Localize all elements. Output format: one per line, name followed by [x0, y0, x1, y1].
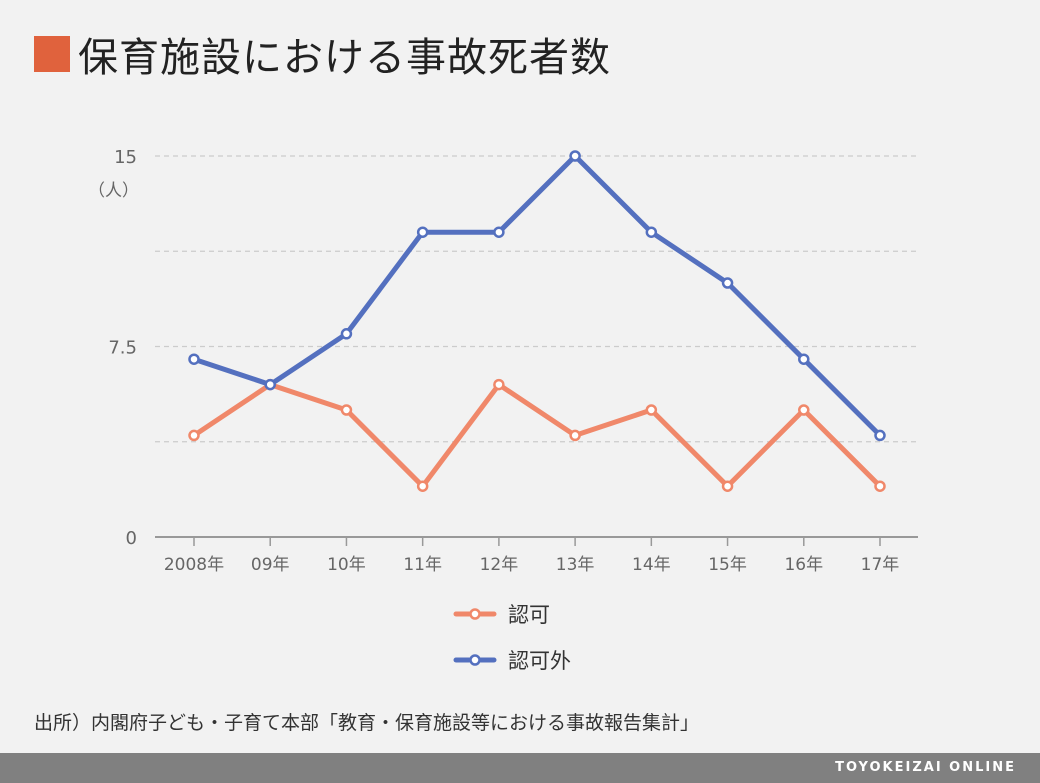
- series-1-point-3: [416, 226, 429, 238]
- y-tick-label-2: 15: [114, 147, 137, 168]
- series-0-point-3: [416, 480, 429, 492]
- title-marker: [34, 36, 70, 72]
- x-tick-label-6: 14年: [632, 555, 671, 575]
- title-text: 保育施設における事故死者数: [78, 35, 611, 81]
- series-0-point-2: [340, 404, 353, 416]
- series-1-point-0: [188, 353, 200, 365]
- brand-label: TOYOKEIZAI ONLINE: [835, 760, 1016, 775]
- y-tick-label-0: 0: [126, 528, 137, 549]
- legend-swatch-point-0: [469, 608, 481, 620]
- series-0-point-0: [188, 429, 200, 442]
- x-tick-label-9: 17年: [861, 555, 900, 575]
- series-0-point-5: [569, 429, 581, 442]
- x-tick-label-1: 09年: [251, 555, 290, 575]
- footer-bar: TOYOKEIZAI ONLINE: [0, 753, 1040, 783]
- legend-swatch-point-1: [469, 654, 481, 666]
- series-0-point-7: [721, 480, 734, 492]
- series-line-1: [191, 153, 883, 438]
- line-chart: 0 7.5 15 （人） 2008年 09年 10年 11年 12年 13年 14年 15年 16年 17…: [88, 147, 918, 673]
- series-1-point-9: [874, 429, 886, 442]
- series-1-point-4: [493, 226, 505, 238]
- series-1-point-8: [798, 353, 810, 365]
- x-tick-label-8: 16年: [784, 555, 823, 575]
- x-tick-label-7: 15年: [708, 555, 747, 575]
- series-0-point-8: [798, 404, 810, 416]
- chart-title: 保育施設における事故死者数: [34, 26, 611, 82]
- x-tick-label-5: 13年: [556, 555, 595, 575]
- series-0-point-4: [493, 378, 505, 391]
- series-1-point-2: [340, 328, 353, 340]
- series-1-point-7: [721, 277, 734, 289]
- x-tick-label-2: 10年: [327, 555, 366, 575]
- series-line-0: [191, 382, 883, 489]
- series-1-point-6: [645, 226, 658, 238]
- series-0-point-9: [874, 480, 886, 492]
- series-1-point-1: [264, 378, 276, 391]
- series-1-point-5: [569, 150, 581, 162]
- legend-label-1: 認可外: [508, 649, 571, 673]
- legend-label-0: 認可: [508, 603, 550, 627]
- x-tick-label-0: 2008年: [164, 555, 224, 575]
- x-tick-label-4: 12年: [480, 555, 519, 575]
- source-note: 出所）内閣府子ども・子育て本部「教育・保育施設等における事故報告集計」: [34, 712, 700, 734]
- x-tick-label-3: 11年: [403, 555, 442, 575]
- y-tick-label-1: 7.5: [108, 338, 137, 359]
- y-unit-label: （人）: [88, 181, 139, 201]
- series-0-point-6: [645, 404, 658, 416]
